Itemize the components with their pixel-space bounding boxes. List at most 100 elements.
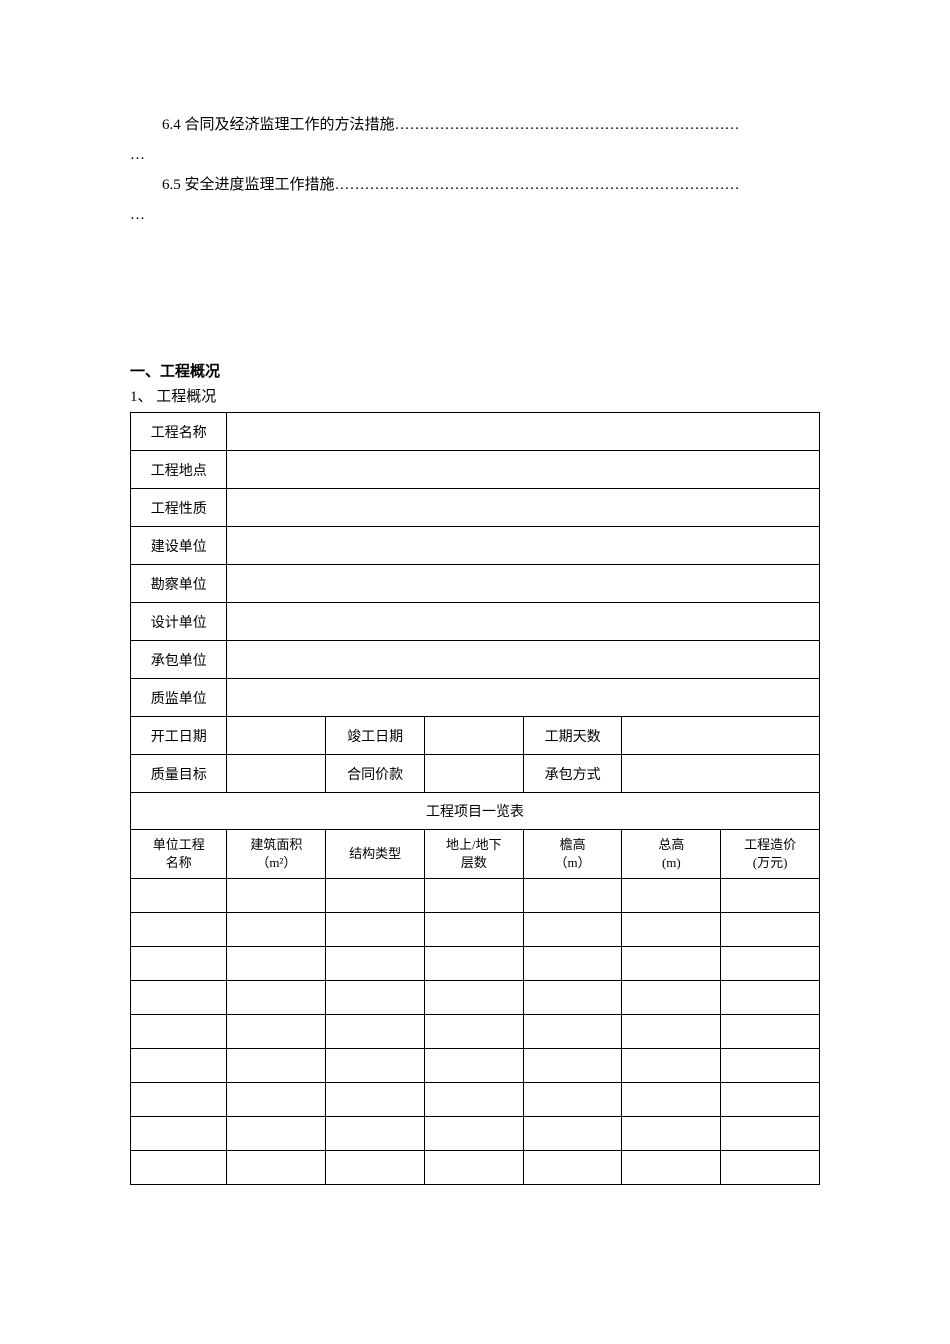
- cell: [326, 1083, 425, 1117]
- cell: [131, 1015, 227, 1049]
- label-completion-date: 竣工日期: [326, 717, 425, 755]
- label-duration-days: 工期天数: [523, 717, 622, 755]
- cell: [227, 981, 326, 1015]
- value-contract-price: [424, 755, 523, 793]
- cell: [523, 913, 622, 947]
- table-row: 工程名称: [131, 413, 820, 451]
- section-heading: 一、工程概况: [130, 360, 820, 381]
- value-construction-unit: [227, 527, 820, 565]
- table-column-header-row: 单位工程 名称 建筑面积 （m²） 结构类型 地上/地下 层数 檐高 （m） 总…: [131, 830, 820, 879]
- table-row: 工程项目一览表: [131, 793, 820, 830]
- cell: [721, 947, 820, 981]
- col-structure-type: 结构类型: [326, 830, 425, 879]
- value-project-nature: [227, 489, 820, 527]
- table-row: 质监单位: [131, 679, 820, 717]
- cell: [622, 1015, 721, 1049]
- cell: [227, 947, 326, 981]
- col-project-cost: 工程造价 (万元): [721, 830, 820, 879]
- table-row: 建设单位: [131, 527, 820, 565]
- value-completion-date: [424, 717, 523, 755]
- cell: [523, 1015, 622, 1049]
- label-project-location: 工程地点: [131, 451, 227, 489]
- label-contract-method: 承包方式: [523, 755, 622, 793]
- col-eave-height: 檐高 （m）: [523, 830, 622, 879]
- table-row: [131, 1049, 820, 1083]
- value-project-location: [227, 451, 820, 489]
- cell: [523, 1117, 622, 1151]
- cell: [227, 879, 326, 913]
- table-row: [131, 1151, 820, 1185]
- cell: [721, 1049, 820, 1083]
- cell: [131, 1117, 227, 1151]
- table-row: 质量目标 合同价款 承包方式: [131, 755, 820, 793]
- cell: [326, 879, 425, 913]
- label-contractor-unit: 承包单位: [131, 641, 227, 679]
- sub-heading: 1、 工程概况: [130, 385, 820, 406]
- table-row: [131, 981, 820, 1015]
- value-duration-days: [622, 717, 820, 755]
- cell: [131, 1083, 227, 1117]
- cell: [326, 947, 425, 981]
- label-quality-unit: 质监单位: [131, 679, 227, 717]
- toc-item-6-5: 6.5 安全进度监理工作措施………………………………………………………………………: [130, 170, 820, 200]
- cell: [622, 879, 721, 913]
- table-row: 工程地点: [131, 451, 820, 489]
- label-start-date: 开工日期: [131, 717, 227, 755]
- cell: [227, 1049, 326, 1083]
- cell: [523, 879, 622, 913]
- value-quality-unit: [227, 679, 820, 717]
- cell: [622, 1151, 721, 1185]
- label-contract-price: 合同价款: [326, 755, 425, 793]
- table-row: 开工日期 竣工日期 工期天数: [131, 717, 820, 755]
- value-contractor-unit: [227, 641, 820, 679]
- cell: [424, 981, 523, 1015]
- value-design-unit: [227, 603, 820, 641]
- cell: [131, 913, 227, 947]
- table-row: [131, 1015, 820, 1049]
- table-row: 工程性质: [131, 489, 820, 527]
- col-total-height: 总高 (m): [622, 830, 721, 879]
- value-project-name: [227, 413, 820, 451]
- cell: [131, 1049, 227, 1083]
- cell: [721, 1015, 820, 1049]
- cell: [721, 981, 820, 1015]
- value-survey-unit: [227, 565, 820, 603]
- cell: [131, 879, 227, 913]
- cell: [326, 913, 425, 947]
- table-row: 承包单位: [131, 641, 820, 679]
- cell: [227, 1083, 326, 1117]
- cell: [523, 1049, 622, 1083]
- cell: [227, 913, 326, 947]
- cell: [424, 879, 523, 913]
- cell: [326, 1151, 425, 1185]
- cell: [622, 913, 721, 947]
- cell: [523, 1151, 622, 1185]
- cell: [523, 1083, 622, 1117]
- col-unit-project-name: 单位工程 名称: [131, 830, 227, 879]
- table-row: 设计单位: [131, 603, 820, 641]
- col-building-area: 建筑面积 （m²）: [227, 830, 326, 879]
- cell: [424, 1151, 523, 1185]
- cell: [424, 1117, 523, 1151]
- col-floors: 地上/地下 层数: [424, 830, 523, 879]
- cell: [227, 1117, 326, 1151]
- toc-item-6-4: 6.4 合同及经济监理工作的方法措施……………………………………………………………: [130, 110, 820, 140]
- table-row: [131, 1117, 820, 1151]
- table-row: [131, 879, 820, 913]
- cell: [424, 1015, 523, 1049]
- cell: [622, 1083, 721, 1117]
- toc-ellipsis-2: …: [130, 200, 820, 230]
- label-project-name: 工程名称: [131, 413, 227, 451]
- cell: [622, 1049, 721, 1083]
- value-start-date: [227, 717, 326, 755]
- cell: [131, 947, 227, 981]
- cell: [131, 981, 227, 1015]
- value-quality-target: [227, 755, 326, 793]
- table-row: [131, 913, 820, 947]
- cell: [721, 913, 820, 947]
- cell: [131, 1151, 227, 1185]
- cell: [326, 1117, 425, 1151]
- cell: [622, 1117, 721, 1151]
- label-survey-unit: 勘察单位: [131, 565, 227, 603]
- cell: [622, 981, 721, 1015]
